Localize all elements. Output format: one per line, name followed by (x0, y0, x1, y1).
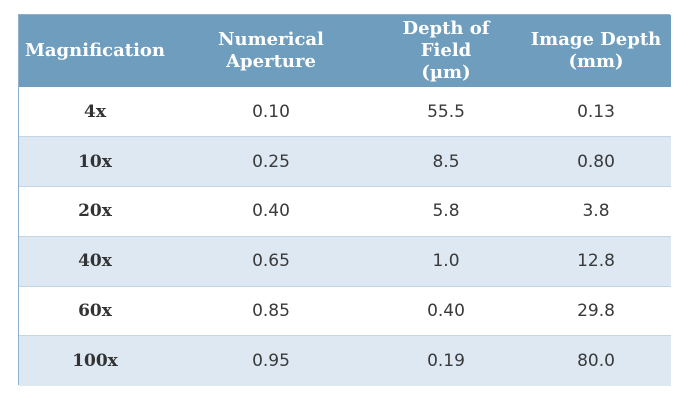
cell-image-depth: 80.0 (521, 335, 671, 386)
cell-numerical-aperture: 0.40 (171, 186, 371, 237)
cell-image-depth: 12.8 (521, 235, 671, 287)
header-row: Magnification Numerical Aperture Depth o… (19, 15, 671, 87)
cell-depth-of-field: 0.19 (371, 335, 521, 386)
cell-magnification: 10x (19, 136, 171, 187)
cell-depth-of-field: 8.5 (371, 136, 521, 187)
cell-numerical-aperture: 0.85 (171, 285, 371, 336)
header-unit: (mm) (568, 51, 624, 72)
cell-numerical-aperture: 0.25 (171, 136, 371, 187)
header-numerical-aperture: Numerical Aperture (171, 15, 371, 87)
cell-magnification: 4x (19, 87, 171, 137)
microscope-objective-table: Magnification Numerical Aperture Depth o… (18, 14, 671, 386)
header-label: Magnification (24, 40, 166, 61)
cell-image-depth: 3.8 (521, 186, 671, 237)
header-magnification: Magnification (19, 15, 171, 87)
table-row: 10x 0.25 8.5 0.80 (19, 136, 671, 187)
cell-magnification: 100x (19, 335, 171, 386)
header-label: Image Depth (530, 29, 662, 50)
table-row: 20x 0.40 5.8 3.8 (19, 186, 671, 237)
header-unit: (µm) (421, 62, 471, 83)
cell-magnification: 20x (19, 186, 171, 237)
cell-magnification: 40x (19, 235, 171, 287)
cell-depth-of-field: 1.0 (371, 235, 521, 287)
header-depth-of-field: Depth of Field (µm) (371, 15, 521, 87)
cell-numerical-aperture: 0.65 (171, 235, 371, 287)
cell-image-depth: 0.13 (521, 87, 671, 137)
cell-image-depth: 0.80 (521, 136, 671, 187)
header-label: Depth of Field (402, 18, 490, 61)
cell-image-depth: 29.8 (521, 285, 671, 336)
cell-depth-of-field: 5.8 (371, 186, 521, 237)
table-row: 60x 0.85 0.40 29.8 (19, 285, 671, 336)
table-header: Magnification Numerical Aperture Depth o… (19, 15, 671, 87)
cell-depth-of-field: 55.5 (371, 87, 521, 137)
table-body: 4x 0.10 55.5 0.13 10x 0.25 8.5 0.80 20x … (19, 87, 671, 386)
header-image-depth: Image Depth (mm) (521, 15, 671, 87)
cell-magnification: 60x (19, 285, 171, 336)
data-table: Magnification Numerical Aperture Depth o… (19, 15, 671, 386)
table-row: 40x 0.65 1.0 12.8 (19, 235, 671, 287)
cell-numerical-aperture: 0.95 (171, 335, 371, 386)
cell-numerical-aperture: 0.10 (171, 87, 371, 137)
table-row: 4x 0.10 55.5 0.13 (19, 87, 671, 137)
table-row: 100x 0.95 0.19 80.0 (19, 335, 671, 386)
header-label: Numerical Aperture (218, 29, 324, 72)
cell-depth-of-field: 0.40 (371, 285, 521, 336)
